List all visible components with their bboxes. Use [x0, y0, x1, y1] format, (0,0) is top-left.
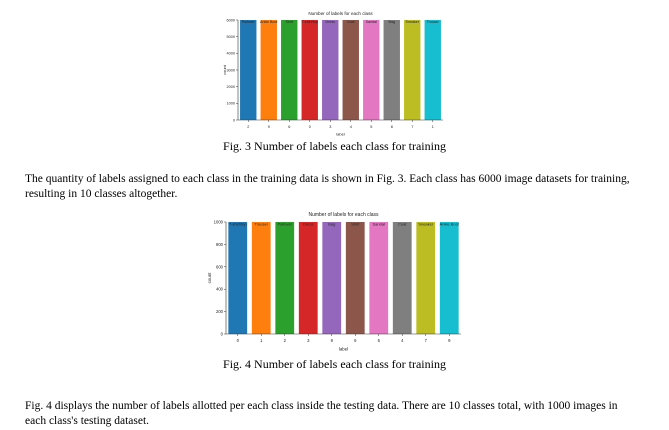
paragraph-2: Fig. 4 displays the number of labels all… — [25, 399, 618, 429]
x-tick-label: 8 — [331, 338, 334, 343]
y-tick-label: 1000 — [227, 102, 235, 106]
bar-label: Sandal — [366, 20, 377, 24]
bar-6 — [281, 20, 298, 120]
paragraph-1-line-2: resulting in 10 classes altogether. — [25, 188, 178, 200]
paragraph-2-line-2: each class's testing dataset. — [25, 415, 150, 427]
x-tick-label: 2 — [284, 338, 287, 343]
bar-1 — [424, 20, 441, 120]
paragraph-1-line-1: The quantity of labels assigned to each … — [25, 173, 630, 185]
bar-0 — [228, 222, 248, 334]
bar-label: T-shirt/top — [229, 222, 248, 227]
x-tick-label: 1 — [432, 125, 434, 129]
bar-label: Coat — [398, 222, 407, 227]
x-tick-label: 9 — [268, 125, 270, 129]
x-tick-label: 6 — [288, 125, 290, 129]
bar-label: Bag — [328, 222, 335, 227]
bar-9 — [260, 20, 277, 120]
bar-label: Bag — [389, 20, 395, 24]
figure-4-chart: Number of labels for each class T-shirt/t… — [207, 212, 461, 351]
x-tick-label: 7 — [425, 338, 428, 343]
bar-label: Shirt — [286, 20, 293, 24]
figure-3-chart: Number of labels for each class Pullover 2… — [222, 11, 443, 137]
bar-label: Sneaker — [418, 222, 434, 227]
y-tick-label: 200 — [216, 309, 224, 314]
bar-9 — [439, 222, 459, 334]
bar-6 — [345, 222, 365, 334]
bar-5 — [363, 20, 380, 120]
x-tick-label: 9 — [448, 338, 451, 343]
bar-label: Dress — [326, 20, 336, 24]
bar-label: Trouser — [427, 20, 440, 24]
y-tick-label: 0 — [233, 118, 235, 122]
chart-title: Number of labels for each class — [308, 212, 379, 218]
x-tick-label: 5 — [370, 125, 372, 129]
bar-label: Pullover — [242, 20, 256, 24]
x-tick-label: 4 — [350, 125, 352, 129]
y-tick-label: 400 — [216, 287, 224, 292]
y-axis-label: count — [222, 64, 227, 75]
bar-2 — [275, 222, 295, 334]
y-tick-label: 3000 — [227, 68, 235, 72]
bar-label: Sneaker — [406, 20, 420, 24]
chart-title: Number of labels for each class — [308, 11, 373, 16]
x-axis-label: label — [339, 346, 348, 351]
bar-2 — [240, 20, 257, 120]
bar-label: Pullover — [278, 222, 293, 227]
y-tick-label: 0 — [221, 331, 224, 336]
bar-7 — [404, 20, 421, 120]
figure-3-caption: Fig. 3 Number of labels each class for t… — [223, 139, 446, 153]
bar-3 — [298, 222, 318, 334]
bar-4 — [342, 20, 359, 120]
y-tick-label: 800 — [216, 242, 224, 247]
y-tick-label: 4000 — [227, 52, 235, 56]
bar-3 — [322, 20, 339, 120]
x-tick-label: 2 — [247, 125, 249, 129]
y-tick-label: 600 — [216, 264, 224, 269]
x-axis-label: label — [336, 132, 345, 137]
bar-1 — [251, 222, 271, 334]
y-tick-label: 5000 — [227, 35, 235, 39]
x-tick-label: 3 — [329, 125, 331, 129]
y-tick-label: 2000 — [227, 85, 235, 89]
bar-8 — [383, 20, 400, 120]
figure-4-caption: Fig. 4 Number of labels each class for t… — [223, 357, 446, 371]
y-tick-label: 1000 — [214, 219, 224, 224]
bar-label: Dress — [303, 222, 313, 227]
bar-4 — [392, 222, 412, 334]
x-tick-label: 1 — [260, 338, 263, 343]
bar-5 — [369, 222, 389, 334]
x-tick-label: 8 — [391, 125, 393, 129]
x-tick-label: 0 — [309, 125, 311, 129]
y-axis-label: count — [207, 272, 212, 284]
x-tick-label: 3 — [307, 338, 310, 343]
x-tick-label: 5 — [378, 338, 381, 343]
x-tick-label: 4 — [401, 338, 404, 343]
paragraph-2-line-1: Fig. 4 displays the number of labels all… — [25, 400, 618, 412]
bar-7 — [416, 222, 436, 334]
bar-label: T-shirt/top — [302, 20, 318, 24]
bar-label: Coat — [347, 20, 355, 24]
bar-label: Sandal — [373, 222, 386, 227]
bar-0 — [301, 20, 318, 120]
x-tick-label: 6 — [354, 338, 357, 343]
bar-label: Shirt — [351, 222, 360, 227]
paragraph-1: The quantity of labels assigned to each … — [25, 172, 630, 202]
bar-label: Ankle Boot — [440, 222, 460, 227]
y-tick-label: 6000 — [227, 18, 235, 22]
bar-8 — [322, 222, 342, 334]
x-tick-label: 7 — [411, 125, 413, 129]
bar-label: Ankle Boot — [260, 20, 277, 24]
x-tick-label: 0 — [237, 338, 240, 343]
bar-label: Trouser — [254, 222, 268, 227]
